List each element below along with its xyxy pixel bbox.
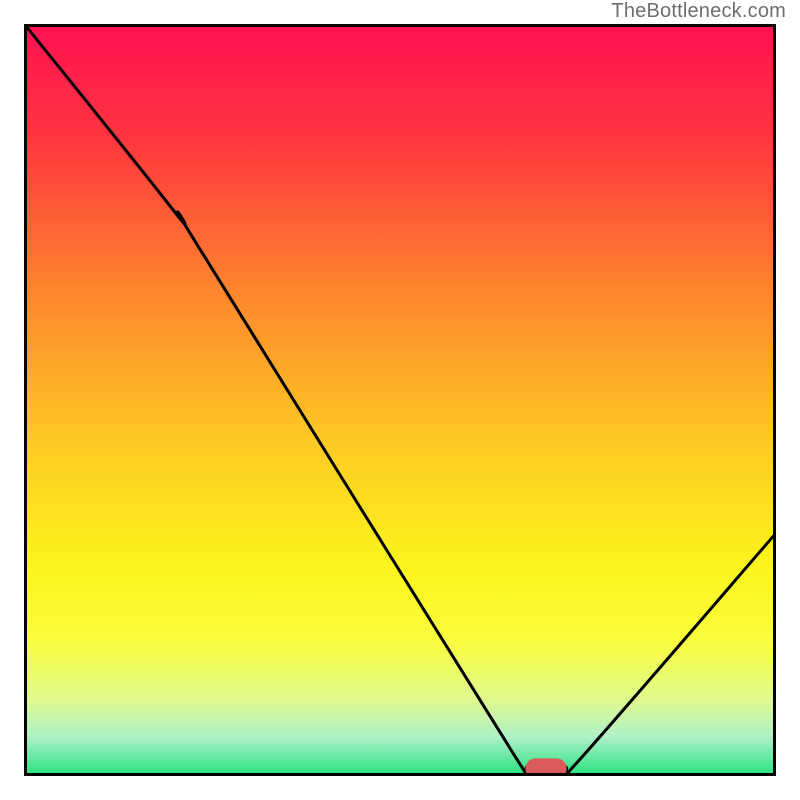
bottleneck-chart xyxy=(24,24,776,776)
chart-svg xyxy=(24,24,776,776)
watermark-text: TheBottleneck.com xyxy=(611,0,786,23)
chart-background xyxy=(26,26,775,775)
